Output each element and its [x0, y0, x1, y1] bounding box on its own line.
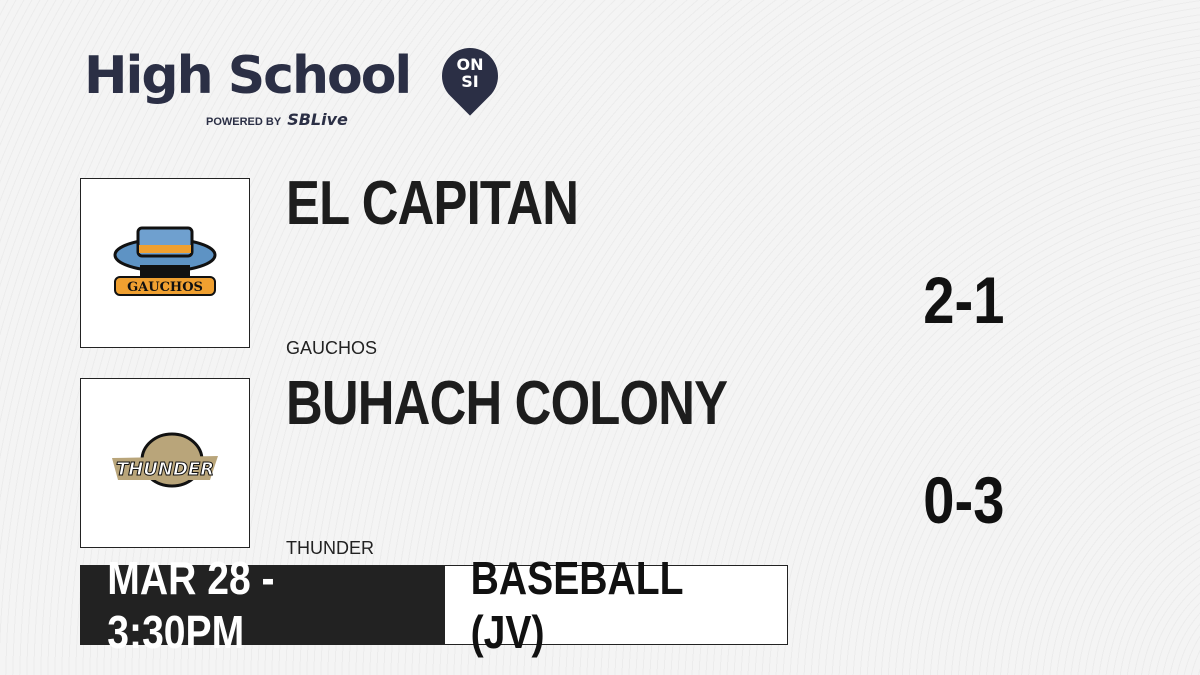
game-sport: BASEBALL (JV) — [444, 552, 788, 658]
home-team-record: 2-1 — [922, 263, 1004, 337]
game-datetime: MAR 28 - 3:30PM — [80, 552, 444, 658]
away-logo-text: THUNDER — [116, 459, 214, 480]
gaucho-hat-icon: GAUCHOS — [113, 226, 217, 296]
partner-logo: SBLive — [287, 110, 348, 129]
away-team-record: 0-3 — [922, 463, 1004, 537]
brand-badge: ON SI — [456, 55, 484, 91]
game-datetime-text: MAR 28 - 3:30PM — [107, 552, 275, 658]
powered-by-label: POWERED BY — [206, 116, 282, 128]
game-info-bar: MAR 28 - 3:30PM BASEBALL (JV) — [80, 552, 788, 658]
away-team-name: BUHACH COLONY — [286, 369, 728, 438]
thunder-logo-icon: THUNDER — [112, 432, 218, 488]
game-sport-text: BASEBALL (JV) — [470, 552, 683, 658]
home-team-logo: GAUCHOS — [80, 178, 250, 348]
powered-by: POWERED BY SBLive — [206, 110, 348, 129]
brand-title: High School — [84, 46, 412, 106]
away-team-mascot: THUNDER — [286, 538, 374, 558]
home-team-name: EL CAPITAN — [286, 169, 579, 238]
home-logo-text: GAUCHOS — [127, 280, 203, 295]
away-team-logo: THUNDER — [80, 378, 250, 548]
home-team-mascot: GAUCHOS — [286, 338, 378, 358]
